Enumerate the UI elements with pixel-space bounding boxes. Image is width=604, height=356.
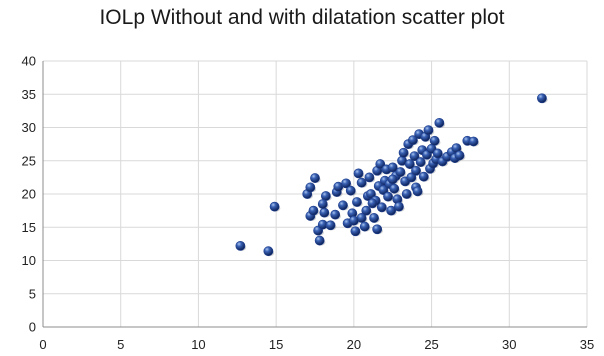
data-point	[383, 191, 393, 202]
data-point	[356, 177, 367, 188]
y-tick-label: 35	[22, 87, 36, 102]
data-point	[310, 173, 320, 183]
data-point	[409, 151, 420, 161]
x-tick-label: 5	[117, 337, 124, 352]
axes	[42, 61, 587, 328]
data-point	[389, 183, 400, 194]
data-point	[404, 159, 415, 169]
data-point	[376, 202, 387, 213]
data-point	[352, 197, 362, 207]
data-point	[429, 135, 440, 146]
x-tick-label: 35	[580, 337, 594, 352]
data-point	[468, 136, 479, 147]
grid-lines	[43, 60, 588, 327]
data-point	[364, 172, 375, 183]
x-tick-label: 30	[502, 337, 516, 352]
data-point	[408, 135, 418, 146]
data-point	[305, 182, 316, 193]
data-point	[398, 147, 409, 158]
data-point	[378, 185, 389, 195]
data-point	[345, 185, 356, 196]
y-tick-label: 5	[29, 286, 36, 301]
data-point	[235, 240, 246, 251]
y-tick-label: 25	[22, 153, 36, 168]
data-point	[330, 209, 341, 220]
data-point	[308, 205, 319, 216]
x-tick-label: 10	[191, 337, 205, 352]
x-tick-label: 25	[424, 337, 438, 352]
data-point	[359, 221, 370, 232]
data-point	[269, 201, 280, 212]
y-tick-label: 40	[22, 54, 36, 69]
data-point	[341, 178, 351, 189]
data-point	[386, 205, 397, 216]
data-point	[314, 235, 325, 246]
data-point	[411, 165, 421, 176]
data-point	[415, 157, 426, 167]
y-tick-label: 0	[29, 320, 36, 335]
data-point	[350, 226, 361, 237]
x-tick-label: 15	[269, 337, 283, 352]
data-point	[434, 117, 445, 128]
data-point	[338, 200, 348, 211]
data-point	[353, 168, 364, 179]
data-point	[394, 201, 404, 212]
data-point	[401, 189, 412, 199]
y-tick-label: 10	[22, 253, 36, 268]
data-point	[369, 213, 379, 223]
data-point	[372, 224, 383, 235]
data-point	[319, 207, 330, 218]
data-point	[406, 172, 417, 183]
data-points	[235, 93, 548, 257]
data-point	[348, 215, 359, 226]
data-point	[432, 148, 443, 159]
x-tick-label: 0	[39, 337, 46, 352]
data-point	[454, 150, 465, 161]
data-point	[537, 93, 547, 104]
data-point	[263, 246, 274, 257]
data-point	[325, 220, 336, 231]
data-point	[317, 199, 328, 209]
data-point	[367, 198, 378, 209]
data-point	[387, 174, 398, 185]
chart-title: IOLp Without and with dilatation scatter…	[99, 6, 505, 29]
data-point	[375, 159, 386, 169]
y-tick-label: 20	[22, 187, 36, 202]
data-point	[423, 125, 434, 136]
data-point	[395, 167, 406, 177]
y-tick-label: 15	[22, 220, 36, 235]
data-point	[361, 205, 372, 216]
data-point	[418, 171, 429, 182]
x-tick-label: 20	[347, 337, 361, 352]
data-point	[387, 162, 398, 173]
tick-labels: 0 5 10 15 20 25 30 35 40 0 5 10 15 20 25 30 35	[22, 54, 595, 353]
data-point	[412, 186, 423, 197]
y-tick-label: 30	[22, 120, 36, 135]
data-point	[366, 189, 376, 199]
